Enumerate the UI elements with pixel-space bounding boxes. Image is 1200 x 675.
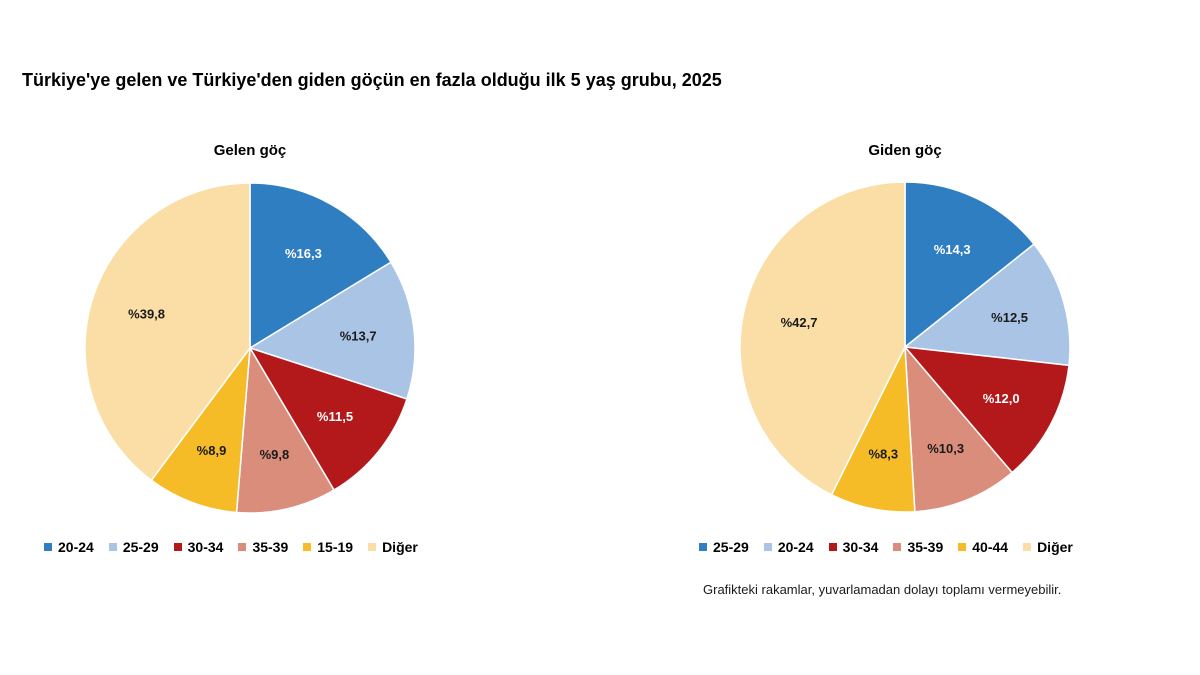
- legend-swatch: [44, 543, 52, 551]
- pie-slice-gelen-3: [235, 345, 336, 514]
- data-label-gelen-4: %8,9: [197, 443, 227, 458]
- legend-item-gelen-0: 20-24: [44, 539, 94, 555]
- legend-item-gelen-1: 25-29: [108, 539, 159, 555]
- pie-slice-giden-4: [830, 344, 916, 513]
- data-label-giden-5: %42,7: [781, 315, 818, 330]
- data-label-gelen-5: %39,8: [128, 307, 165, 322]
- pie-slice-gelen-2: [248, 346, 408, 492]
- data-label-gelen-0: %16,3: [285, 246, 322, 261]
- data-label-gelen-2: %11,5: [317, 409, 353, 424]
- pie-slice-giden-1: [903, 243, 1071, 367]
- legend-item-giden-1: 20-24: [763, 539, 814, 555]
- data-label-giden-4: %8,3: [868, 447, 898, 462]
- data-label-gelen-1: %13,7: [340, 328, 377, 343]
- legend-swatch: [303, 543, 312, 551]
- pie-slice-gelen-5: [84, 182, 251, 482]
- legend-label: Diğer: [1037, 539, 1073, 555]
- pie-slice-giden-0: [904, 181, 1036, 349]
- pie-slice-giden-5: [739, 181, 906, 496]
- legend-giden: 25-29 20-24 30-34 35-39 40-44 Diğer: [699, 539, 1088, 555]
- legend-label: 35-39: [252, 539, 289, 555]
- legend-label: 25-29: [713, 539, 749, 555]
- legend-label: 15-19: [317, 539, 354, 555]
- pie-slice-giden-3: [904, 344, 1014, 513]
- legend-item-giden-5: Diğer: [1023, 539, 1073, 555]
- legend-swatch: [828, 543, 837, 551]
- pie-slice-gelen-4: [150, 345, 251, 514]
- legend-item-gelen-2: 30-34: [173, 539, 224, 555]
- legend-swatch: [763, 543, 772, 551]
- legend-swatch: [1023, 543, 1032, 551]
- data-label-giden-3: %10,3: [927, 441, 964, 456]
- legend-label: 35-39: [907, 539, 944, 555]
- legend-item-gelen-4: 15-19: [303, 539, 353, 555]
- legend-label: 30-34: [187, 539, 224, 555]
- pie-slice-gelen-0: [249, 182, 392, 350]
- data-label-gelen-3: %9,8: [260, 447, 290, 462]
- legend-label: 20-24: [777, 539, 814, 555]
- data-label-giden-2: %12,0: [983, 391, 1020, 406]
- legend-swatch: [238, 543, 247, 551]
- legend-item-giden-2: 30-34: [828, 539, 879, 555]
- legend-label: 25-29: [122, 539, 159, 555]
- legend-swatch: [958, 543, 967, 551]
- footnote: Grafikteki rakamlar, yuvarlamadan dolayı…: [703, 582, 1062, 597]
- legend-label: 30-34: [842, 539, 879, 555]
- legend-item-giden-4: 40-44: [958, 539, 1008, 555]
- legend-label: 40-44: [972, 539, 1009, 555]
- data-label-giden-1: %12,5: [991, 310, 1028, 325]
- pie-slice-gelen-1: [248, 261, 416, 400]
- data-label-giden-0: %14,3: [934, 242, 971, 257]
- legend-item-giden-3: 35-39: [893, 539, 943, 555]
- legend-gelen: 20-24 25-29 30-34 35-39 15-19 Diğer: [44, 539, 433, 555]
- legend-swatch: [893, 543, 902, 551]
- legend-swatch: [173, 543, 182, 551]
- main-title: Türkiye'ye gelen ve Türkiye'den giden gö…: [22, 70, 722, 90]
- legend-swatch: [368, 543, 377, 551]
- chart-title-giden: Giden göç: [868, 142, 942, 159]
- legend-item-gelen-3: 35-39: [238, 539, 288, 555]
- legend-label: 20-24: [58, 539, 94, 555]
- pie-slice-giden-2: [903, 346, 1070, 474]
- legend-item-gelen-5: Diğer: [368, 539, 418, 555]
- legend-swatch: [108, 543, 117, 551]
- chart-title-gelen: Gelen göç: [213, 142, 287, 159]
- legend-swatch: [699, 543, 707, 551]
- legend-item-giden-0: 25-29: [699, 539, 749, 555]
- legend-label: Diğer: [382, 539, 418, 555]
